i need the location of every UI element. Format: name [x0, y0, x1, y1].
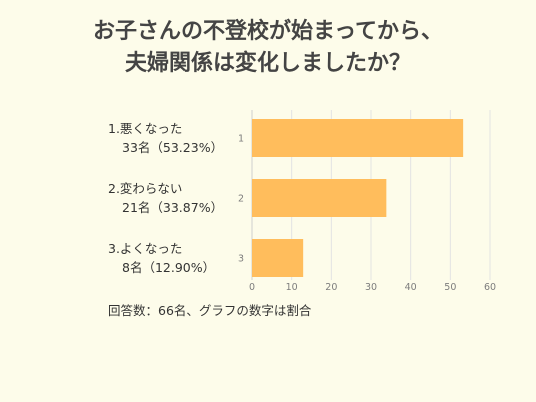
y-tick-label-1: 1 [238, 134, 244, 145]
x-tick-label-50: 50 [444, 282, 456, 293]
category-label-3: 3.よくなった 8名（12.90%） [108, 239, 248, 277]
footnote: 回答数：66名、グラフの数字は割合 [108, 303, 312, 318]
y-tick-label-3: 3 [238, 254, 244, 265]
x-tick-label-0: 0 [249, 282, 255, 293]
title-line-1: お子さんの不登校が始まってから、 [92, 19, 444, 44]
y-tick-labels: 1 2 3 [238, 134, 244, 265]
x-tick-labels: 0 10 20 30 40 50 60 [249, 282, 496, 293]
category-label-2-count: 21名（33.87%） [122, 200, 224, 215]
title-line-2: 夫婦関係は変化しましたか？ [124, 51, 411, 76]
y-tick-label-2: 2 [238, 194, 244, 205]
bar-3 [252, 239, 304, 277]
x-tick-label-10: 10 [286, 282, 298, 293]
category-label-1: 1.悪くなった 33名（53.23%） [108, 119, 248, 157]
bar-1 [252, 119, 464, 157]
x-tick-label-30: 30 [365, 282, 377, 293]
category-label-1-name: 1.悪くなった [108, 121, 183, 136]
category-label-2-name: 2.変わらない [108, 181, 183, 196]
bars [252, 119, 464, 277]
category-label-1-count: 33名（53.23%） [122, 140, 224, 155]
x-tick-label-60: 60 [484, 282, 496, 293]
x-tick-label-40: 40 [405, 282, 417, 293]
bar-2 [252, 179, 387, 217]
category-label-2: 2.変わらない 21名（33.87%） [108, 179, 248, 217]
category-label-3-count: 8名（12.90%） [122, 260, 216, 275]
category-label-3-name: 3.よくなった [108, 241, 183, 256]
x-tick-label-20: 20 [325, 282, 337, 293]
chart-title: お子さんの不登校が始まってから、 夫婦関係は変化しましたか？ [0, 16, 536, 80]
